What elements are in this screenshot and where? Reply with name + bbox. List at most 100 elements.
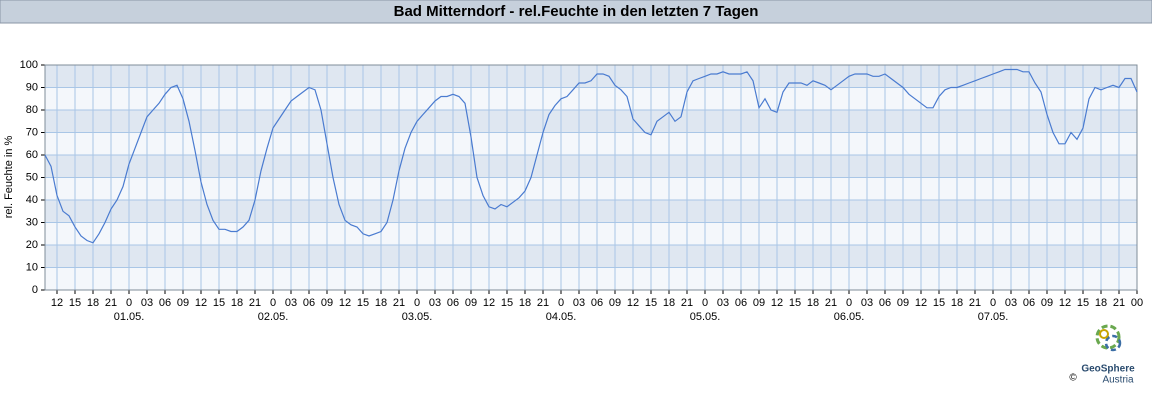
data-line [44,68,1138,244]
plot-band [45,110,1137,133]
x-tick-label: 18 [1095,297,1107,309]
x-tick-label: 06 [591,297,603,309]
date-label: 05.05. [690,311,721,323]
plot-band [45,245,1137,268]
x-tick-label: 06 [303,297,315,309]
x-tick-label: 15 [501,297,513,309]
plot-band [45,132,1137,155]
plot-band [45,65,1137,88]
copyright: © [1069,373,1077,384]
plot-frame [44,64,1138,291]
x-tick-label: 06 [447,297,459,309]
x-tick-label: 15 [645,297,657,309]
y-tick-label: 50 [26,171,38,183]
x-tick-label: 12 [771,297,783,309]
x-tick-label: 0 [990,297,996,309]
y-tick-label: 10 [26,261,38,273]
x-tick-label: 12 [339,297,351,309]
x-tick-label: 09 [753,297,765,309]
date-label: 06.05. [834,311,865,323]
x-tick-label: 12 [627,297,639,309]
x-tick-label: 21 [825,297,837,309]
x-tick-label: 03 [141,297,153,309]
logo [1095,324,1122,352]
x-tick-label: 06 [879,297,891,309]
x-tick-label: 03 [285,297,297,309]
x-tick-label: 18 [231,297,243,309]
date-label: 02.05. [258,311,289,323]
y-tick-label: 40 [26,194,38,206]
x-tick-label: 15 [357,297,369,309]
plot-band [45,87,1137,110]
x-tick-label: 06 [159,297,171,309]
x-tick-label: 0 [270,297,276,309]
chart-title: Bad Mitterndorf - rel.Feuchte in den let… [394,3,759,20]
x-tick-label: 0 [558,297,564,309]
x-tick-label: 21 [1113,297,1125,309]
x-tick-label: 0 [846,297,852,309]
date-label: 03.05. [402,311,433,323]
x-tick-label: 12 [51,297,63,309]
x-tick-label: 03 [861,297,873,309]
x-tick-label: 18 [807,297,819,309]
plot-band [45,200,1137,223]
y-tick-label: 70 [26,126,38,138]
y-tick-label: 60 [26,149,38,161]
x-tick-label: 15 [69,297,81,309]
x-tick-label: 03 [717,297,729,309]
x-tick-label: 21 [969,297,981,309]
x-tick-label: 03 [429,297,441,309]
x-tick-label: 15 [213,297,225,309]
y-tick-label: 100 [20,59,38,71]
x-tick-label: 18 [375,297,387,309]
logo-ring [1104,334,1122,352]
y-tick-label: 30 [26,216,38,228]
x-tick-label: 09 [1041,297,1053,309]
x-tick-label: 15 [789,297,801,309]
x-tick-label: 18 [663,297,675,309]
plot-band [45,155,1137,178]
x-tick-label: 0 [702,297,708,309]
logo-ring [1095,324,1121,350]
x-tick-label: 12 [915,297,927,309]
x-tick-label: 03 [1005,297,1017,309]
y-tick-label: 80 [26,104,38,116]
x-tick-label: 12 [1059,297,1071,309]
date-label: 04.05. [546,311,577,323]
x-tick-label: 0 [126,297,132,309]
x-tick-label: 18 [87,297,99,309]
x-tick-label: 09 [177,297,189,309]
x-tick-label: 09 [321,297,333,309]
x-tick-label: 21 [681,297,693,309]
x-tick-label: 09 [897,297,909,309]
x-tick-label: 21 [105,297,117,309]
x-tick-label: 18 [951,297,963,309]
x-tick-label: 00 [1131,297,1143,309]
x-tick-label: 15 [933,297,945,309]
x-tick-label: 15 [1077,297,1089,309]
x-tick-label: 03 [573,297,585,309]
y-tick-label: 20 [26,239,38,251]
y-tick-label: 0 [32,284,38,296]
plot-band [45,222,1137,245]
logo-ring [1099,329,1109,339]
y-axis-label: rel. Feuchte in % [3,136,15,219]
x-tick-label: 21 [249,297,261,309]
plot-band [45,267,1137,290]
x-tick-label: 09 [609,297,621,309]
x-tick-label: 06 [1023,297,1035,309]
x-tick-label: 21 [393,297,405,309]
x-tick-label: 0 [414,297,420,309]
x-tick-label: 06 [735,297,747,309]
title-bar [0,0,1152,24]
logo-sub: Austria [1102,375,1134,386]
x-tick-label: 12 [483,297,495,309]
x-tick-label: 12 [195,297,207,309]
y-tick-label: 90 [26,81,38,93]
x-tick-label: 18 [519,297,531,309]
date-label: 01.05. [114,311,145,323]
date-label: 07.05. [978,311,1009,323]
x-tick-label: 21 [537,297,549,309]
x-tick-label: 09 [465,297,477,309]
